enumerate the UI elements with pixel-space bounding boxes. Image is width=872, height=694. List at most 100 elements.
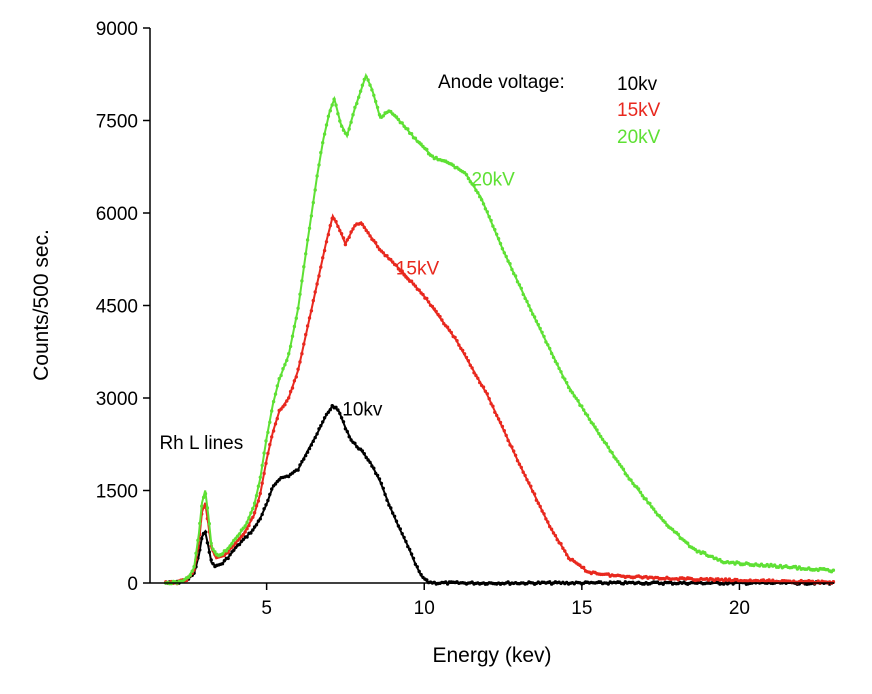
data-point bbox=[237, 542, 242, 547]
data-point bbox=[400, 532, 404, 536]
x-tick-label: 5 bbox=[261, 598, 272, 619]
data-point bbox=[389, 109, 393, 114]
data-point bbox=[551, 531, 556, 535]
data-point bbox=[561, 546, 565, 550]
data-point bbox=[527, 481, 531, 485]
data-point bbox=[277, 377, 281, 381]
data-point bbox=[232, 548, 236, 552]
data-point bbox=[368, 460, 372, 464]
data-point bbox=[241, 526, 245, 530]
data-point bbox=[256, 519, 261, 523]
data-point bbox=[506, 438, 510, 443]
data-point bbox=[406, 127, 410, 131]
data-point bbox=[616, 459, 620, 464]
data-point bbox=[300, 279, 304, 283]
data-point bbox=[636, 487, 641, 491]
data-point bbox=[553, 533, 558, 538]
data-point bbox=[512, 449, 516, 453]
data-point bbox=[483, 207, 488, 211]
data-point bbox=[209, 558, 213, 562]
data-point bbox=[652, 507, 656, 511]
data-point bbox=[606, 445, 610, 449]
data-point bbox=[521, 292, 525, 297]
data-point bbox=[485, 210, 489, 214]
legend-entry-10kv: 10kv bbox=[617, 74, 658, 95]
data-point bbox=[453, 335, 457, 340]
data-point bbox=[326, 114, 331, 119]
data-point bbox=[305, 450, 310, 454]
legend-entry-20kv: 20kV bbox=[617, 127, 661, 148]
data-point bbox=[328, 223, 332, 228]
data-point bbox=[220, 552, 225, 556]
data-point bbox=[542, 512, 546, 516]
data-point bbox=[529, 484, 533, 488]
data-point bbox=[322, 132, 327, 136]
data-point bbox=[285, 399, 289, 403]
data-point bbox=[319, 265, 323, 269]
data-point bbox=[249, 531, 253, 535]
data-point bbox=[621, 467, 626, 471]
y-tick-label: 4500 bbox=[96, 297, 138, 318]
data-point bbox=[304, 453, 308, 458]
data-point bbox=[234, 545, 238, 550]
data-point bbox=[211, 547, 215, 551]
data-point bbox=[264, 439, 268, 443]
data-point bbox=[508, 262, 512, 266]
data-point bbox=[538, 326, 542, 331]
data-point bbox=[555, 538, 559, 542]
data-point bbox=[336, 224, 340, 229]
data-point bbox=[360, 83, 365, 87]
data-point bbox=[345, 132, 349, 137]
data-point bbox=[402, 535, 406, 540]
data-point bbox=[599, 434, 603, 439]
data-point bbox=[479, 198, 484, 202]
data-point bbox=[565, 553, 569, 557]
data-point bbox=[455, 339, 459, 343]
data-point bbox=[495, 413, 499, 418]
data-point bbox=[381, 114, 385, 118]
data-point bbox=[241, 537, 245, 542]
data-point bbox=[445, 325, 450, 329]
data-point bbox=[273, 392, 278, 396]
data-point bbox=[203, 492, 208, 496]
data-point bbox=[472, 371, 476, 375]
data-point bbox=[317, 163, 321, 167]
data-point bbox=[260, 512, 264, 517]
data-point bbox=[572, 394, 576, 398]
data-point bbox=[254, 504, 259, 508]
data-point bbox=[430, 304, 435, 309]
y-tick-label: 1500 bbox=[96, 482, 138, 503]
data-point bbox=[200, 504, 204, 508]
data-point bbox=[481, 385, 486, 389]
data-point bbox=[387, 503, 391, 507]
data-point bbox=[368, 234, 372, 238]
data-point bbox=[474, 373, 478, 378]
data-point bbox=[398, 527, 402, 531]
data-point bbox=[470, 366, 474, 370]
data-point bbox=[254, 494, 259, 498]
data-point bbox=[472, 183, 476, 188]
data-point bbox=[391, 260, 395, 264]
data-point bbox=[663, 520, 667, 524]
annotation-label: 20kV bbox=[472, 169, 516, 190]
data-point bbox=[245, 527, 249, 531]
data-point bbox=[468, 180, 472, 184]
data-point bbox=[366, 78, 370, 82]
data-point bbox=[347, 127, 351, 131]
data-point bbox=[347, 235, 351, 239]
data-point bbox=[493, 410, 497, 414]
data-point bbox=[544, 340, 548, 344]
data-point bbox=[313, 435, 317, 440]
y-tick-label: 3000 bbox=[96, 389, 138, 410]
series-line bbox=[165, 403, 834, 584]
data-point bbox=[555, 362, 559, 366]
data-point bbox=[364, 228, 368, 233]
data-point bbox=[258, 491, 262, 496]
data-point bbox=[421, 292, 425, 297]
data-point bbox=[557, 366, 561, 371]
data-point bbox=[670, 527, 675, 532]
data-point bbox=[338, 119, 342, 123]
data-point bbox=[252, 511, 257, 515]
data-point bbox=[377, 477, 382, 481]
